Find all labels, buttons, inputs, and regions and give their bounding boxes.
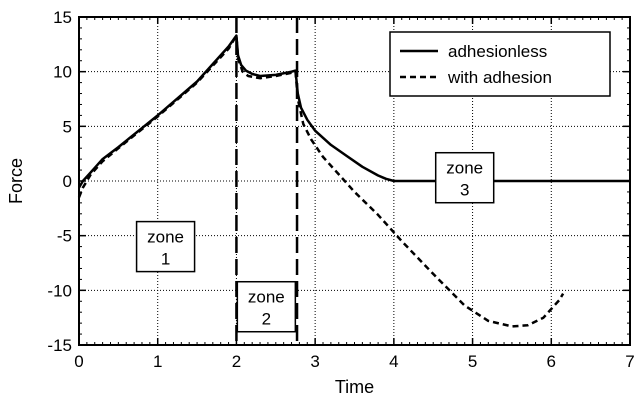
y-tick-label: 5: [63, 117, 72, 136]
y-tick-label: 15: [53, 8, 72, 27]
legend-entry-label: with adhesion: [447, 68, 552, 87]
zone-number: 2: [262, 310, 271, 329]
zone-box: [434, 151, 495, 204]
x-tick-label: 7: [625, 352, 634, 371]
zone-word: zone: [147, 228, 184, 247]
x-tick-label: 2: [232, 352, 241, 371]
x-tick-label: 0: [74, 352, 83, 371]
zone-box: [135, 220, 196, 273]
zone-number: 1: [161, 250, 170, 269]
x-tick-label: 1: [153, 352, 162, 371]
x-tick-label: 5: [468, 352, 477, 371]
series-line-with-adhesion: [77, 34, 565, 328]
x-axis-label: Time: [335, 377, 374, 397]
zone-box: [236, 280, 297, 333]
y-tick-label: -15: [47, 336, 72, 355]
ticks: 0 1 2 3 4 5 6 7 15 10 5 0 -5 -10 -15: [47, 8, 634, 371]
zone-word: zone: [446, 159, 483, 178]
series-lines: [77, 34, 630, 328]
y-tick-label: -10: [47, 281, 72, 300]
x-tick-label: 6: [547, 352, 556, 371]
zone-word: zone: [248, 288, 285, 307]
x-tick-label: 3: [310, 352, 319, 371]
zone-label-1: zone 1: [135, 220, 196, 273]
legend-entry-label: adhesionless: [448, 42, 547, 61]
zone-label-2: zone 2: [236, 280, 297, 333]
y-axis-label: Force: [6, 158, 26, 204]
legend: adhesionless with adhesion: [389, 31, 611, 97]
zone-number: 3: [460, 181, 469, 200]
zone-labels: zone 1 zone 2 zone 3: [135, 151, 495, 333]
legend-box: [389, 31, 611, 97]
y-tick-label: 0: [63, 172, 72, 191]
x-tick-label: 4: [389, 352, 398, 371]
zone-label-3: zone 3: [434, 151, 495, 204]
y-tick-label: -5: [57, 227, 72, 246]
series-line-adhesionless: [77, 34, 630, 189]
y-tick-label: 10: [53, 63, 72, 82]
zone-boundaries: [235, 17, 299, 345]
